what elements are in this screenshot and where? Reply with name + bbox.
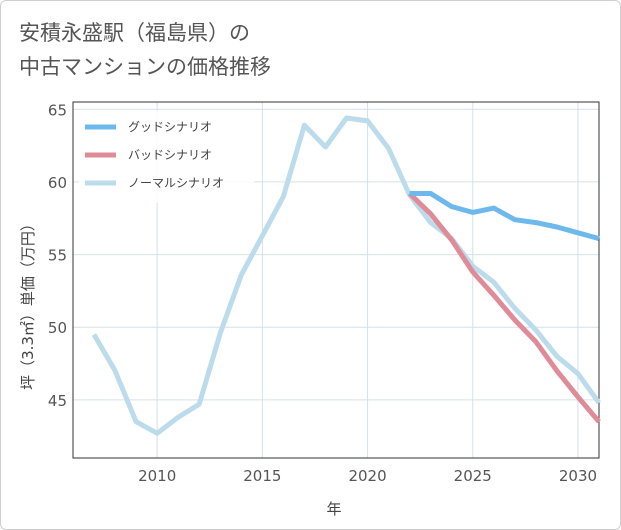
y-tick-label: 60 (48, 174, 67, 192)
tick-labels: 2010 2015 2020 2025 2030 45 50 55 60 65 (48, 101, 597, 485)
x-tick-label: 2025 (454, 467, 492, 485)
y-tick-label: 45 (48, 392, 67, 410)
y-tick-label: 50 (48, 319, 67, 337)
x-tick-label: 2010 (138, 467, 176, 485)
legend-label: バッドシナリオ (128, 148, 212, 162)
plot-frame (72, 101, 600, 459)
series-group (91, 115, 602, 436)
series-line-1 (409, 191, 600, 242)
legend-label: グッドシナリオ (128, 120, 212, 134)
x-axis-label: 年 (326, 500, 341, 518)
chart-title-line-1: 安積永盛駅（福島県）の (19, 21, 250, 45)
series-line-2 (407, 191, 601, 424)
grid (73, 102, 599, 458)
x-tick-label: 2030 (559, 467, 597, 485)
chart-title-line-2: 中古マンションの価格推移 (19, 55, 271, 79)
y-tick-label: 65 (48, 101, 67, 119)
legend-label: ノーマルシナリオ (128, 176, 224, 190)
y-axis-label: 坪（3.3㎡）単価（万円） (19, 216, 37, 390)
series-line-3 (91, 115, 602, 436)
x-tick-label: 2020 (348, 467, 386, 485)
x-tick-label: 2015 (243, 467, 281, 485)
y-tick-label: 55 (48, 247, 67, 265)
